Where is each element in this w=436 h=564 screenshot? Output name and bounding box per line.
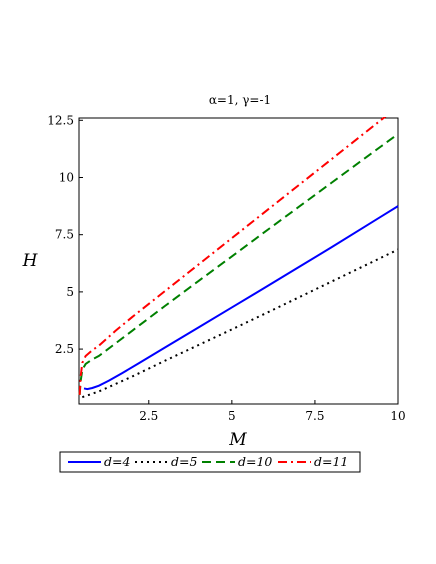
- y-axis-label: H: [22, 251, 39, 271]
- series-line-d-4: [83, 205, 399, 391]
- series-line-d-5: [81, 248, 399, 399]
- tick-layer: 2.5 5 7.5 10 2.5 5 7.5 10 12.5: [47, 113, 405, 423]
- x-tick-label: 5: [228, 409, 236, 423]
- y-tick-label: 5: [66, 285, 74, 299]
- legend-label: d=5: [171, 454, 197, 469]
- x-tick-label: 10: [390, 409, 405, 423]
- y-tick-label: 12.5: [47, 113, 74, 127]
- legend-label: d=10: [238, 454, 272, 469]
- x-tick-label: 2.5: [139, 409, 158, 423]
- plot-area-frame: [78, 117, 399, 405]
- legend: d=4 d=5 d=10 d=11: [59, 451, 361, 473]
- chart-title: α=1, γ=-1: [209, 93, 271, 107]
- x-tick-label: 7.5: [305, 409, 324, 423]
- y-tick-label: 2.5: [55, 342, 74, 356]
- legend-entries: d=4 d=5 d=10 d=11: [68, 454, 348, 469]
- x-axis-label: M: [228, 430, 247, 450]
- series-line-d-11: [78, 117, 387, 395]
- y-tick-label: 10: [59, 170, 74, 184]
- legend-label: d=11: [314, 454, 348, 469]
- series-layer: [78, 117, 399, 399]
- legend-label: d=4: [104, 454, 130, 469]
- series-line-d-10: [78, 133, 399, 395]
- y-tick-label: 7.5: [55, 228, 74, 242]
